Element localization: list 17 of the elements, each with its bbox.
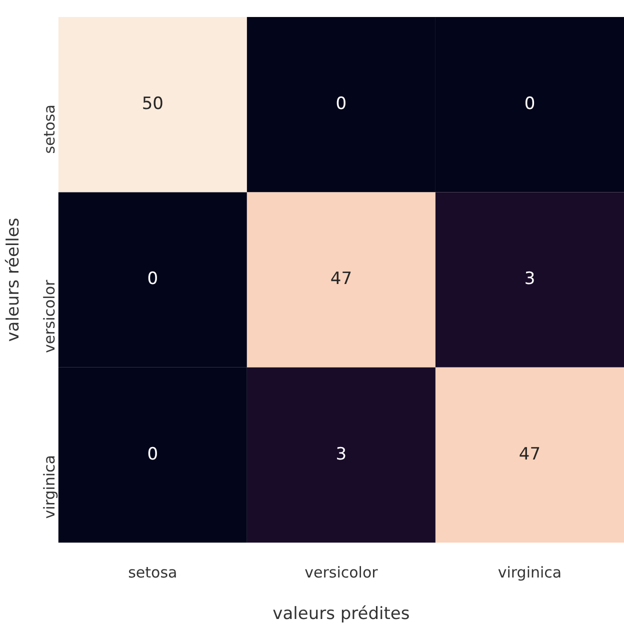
- y-tick-label: setosa: [40, 104, 58, 154]
- data-label: 0: [524, 94, 536, 114]
- data-label: 3: [524, 269, 536, 290]
- x-tick-label: versicolor: [304, 563, 379, 582]
- data-label: 0: [147, 444, 158, 464]
- y-axis-title: valeurs réelles: [4, 218, 24, 342]
- y-tick-label: virginica: [40, 455, 58, 519]
- data-label: 50: [142, 94, 164, 114]
- data-label: 0: [147, 269, 158, 290]
- y-tick-label: versicolor: [40, 278, 58, 354]
- data-label: 47: [330, 269, 352, 290]
- data-label: 3: [336, 444, 347, 464]
- x-tick-label: setosa: [128, 563, 178, 582]
- data-label: 0: [336, 94, 347, 114]
- x-axis-title: valeurs prédites: [272, 604, 410, 624]
- x-tick-label: virginica: [498, 563, 562, 582]
- data-label: 47: [518, 444, 541, 464]
